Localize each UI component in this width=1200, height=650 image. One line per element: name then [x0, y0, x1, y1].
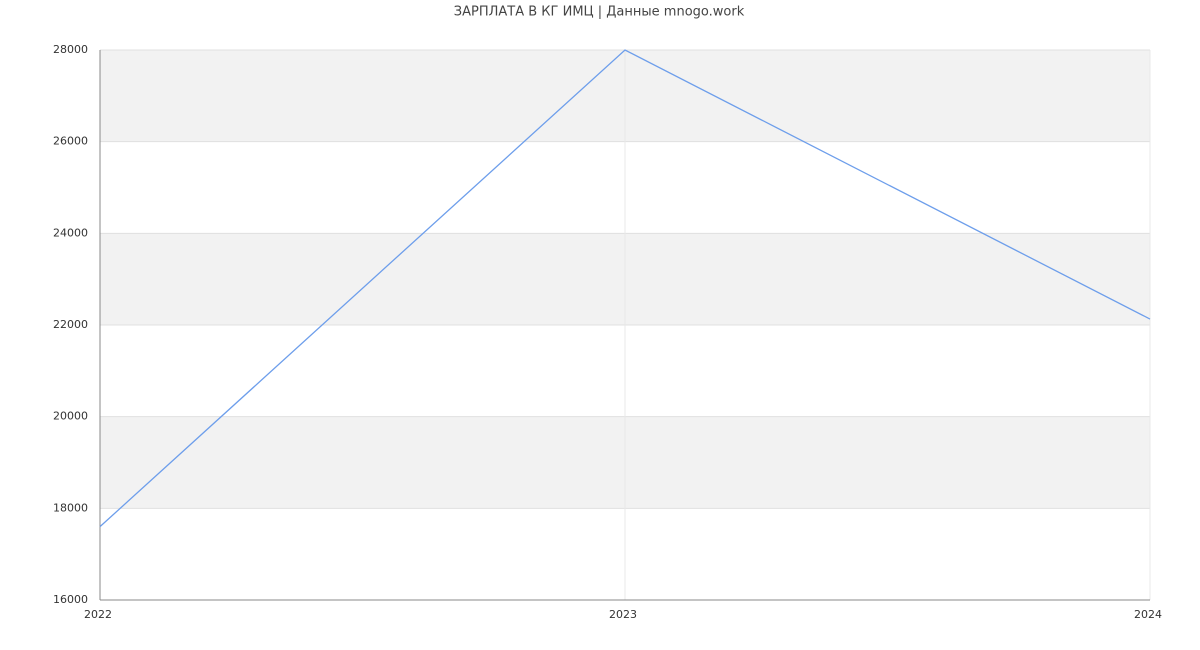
- chart-title: ЗАРПЛАТА В КГ ИМЦ | Данные mnogo.work: [454, 5, 745, 20]
- y-tick-label: 18000: [53, 501, 88, 514]
- x-tick-label: 2024: [1134, 608, 1162, 621]
- y-tick-label: 26000: [53, 135, 88, 148]
- y-tick-label: 22000: [53, 318, 88, 331]
- y-tick-label: 24000: [53, 226, 88, 239]
- data-line: [99, 49, 1151, 528]
- y-tick-label: 20000: [53, 410, 88, 423]
- x-tick-label: 2023: [609, 608, 637, 621]
- x-tick-label: 2022: [84, 608, 112, 621]
- y-tick-label: 16000: [53, 593, 88, 606]
- y-tick-label: 28000: [53, 43, 88, 56]
